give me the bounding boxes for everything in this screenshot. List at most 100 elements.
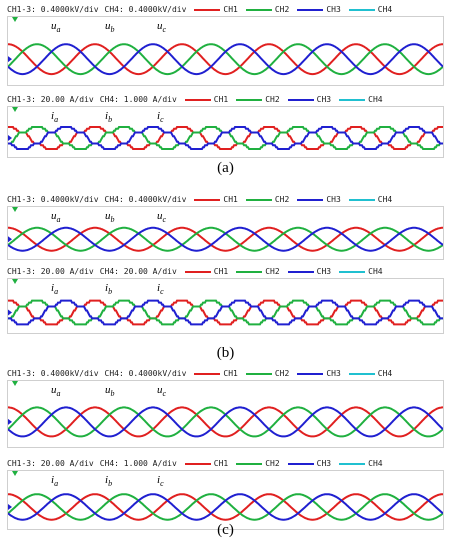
phase-label-base: i	[157, 282, 160, 294]
phase-label: ub	[105, 210, 115, 224]
phase-label-sub: c	[163, 389, 167, 398]
scope-header: CH1-3: 20.00 A/div CH4: 1.000 A/div CH1 CH2…	[7, 458, 383, 470]
phase-label: ic	[157, 474, 164, 488]
phase-label: uc	[157, 20, 167, 34]
trigger-marker	[12, 471, 18, 476]
legend-swatch	[287, 270, 314, 273]
legend-swatch	[297, 372, 324, 375]
phase-label-base: i	[105, 282, 108, 294]
series-line-ch3	[7, 226, 444, 252]
phase-label-base: u	[157, 20, 163, 32]
legend-swatch	[245, 8, 272, 11]
scale-right-text: CH4: 0.4000kV/div	[104, 369, 187, 378]
phase-label: ia	[51, 282, 58, 296]
series-line-ch1	[8, 226, 443, 252]
phase-label: ua	[51, 20, 61, 34]
scale-left-text: CH1-3: 0.4000kV/div	[7, 369, 99, 378]
phase-label: ia	[51, 110, 58, 124]
series-line-ch3	[7, 43, 444, 76]
legend-label: CH1	[213, 267, 229, 276]
scale-left-text: CH1-3: 20.00 A/div	[7, 95, 94, 104]
scope-panel: CH1-3: 0.4000kV/div CH4: 0.4000kV/div CH1 C…	[7, 194, 444, 260]
scale-left-text: CH1-3: 0.4000kV/div	[7, 5, 99, 14]
phase-label: ua	[51, 210, 61, 224]
legend-label: CH1	[213, 95, 229, 104]
phase-label-base: i	[157, 110, 160, 122]
phase-label-sub: a	[54, 115, 58, 124]
phase-label-sub: c	[163, 25, 167, 34]
trigger-marker	[12, 381, 18, 386]
phase-label-base: i	[157, 474, 160, 486]
legend-swatch	[184, 462, 211, 465]
legend-swatch	[236, 270, 263, 273]
phase-label-sub: c	[160, 115, 164, 124]
phase-label-sub: a	[54, 479, 58, 488]
phase-label-sub: c	[160, 287, 164, 296]
phase-label-sub: a	[54, 287, 58, 296]
scale-left-text: CH1-3: 20.00 A/div	[7, 267, 94, 276]
scope-panel: CH1-3: 20.00 A/div CH4: 20.00 A/div CH1 CH2…	[7, 266, 444, 334]
legend-swatch	[194, 8, 221, 11]
phase-label: ua	[51, 384, 61, 398]
scale-right-text: CH4: 20.00 A/div	[99, 267, 177, 276]
phase-label-base: u	[51, 384, 57, 396]
legend-swatch	[245, 198, 272, 201]
phase-label: ib	[105, 474, 112, 488]
waveform-chart: ua ub uc	[7, 17, 444, 76]
phase-label: ub	[105, 20, 115, 34]
scale-right-text: CH4: 1.000 A/div	[99, 459, 177, 468]
phase-label-base: u	[105, 384, 111, 396]
waveform-chart: ua ub u c	[7, 207, 444, 252]
level-marker	[8, 309, 12, 316]
waveform-chart: ia ib ic	[7, 471, 444, 521]
plot-area: ua ub u c	[7, 206, 444, 260]
phase-label-base: i	[105, 474, 108, 486]
level-marker	[8, 135, 12, 141]
waveform-chart: ia ib ic	[8, 279, 443, 326]
plot-area: ia ib ic	[7, 470, 444, 530]
legend-label: CH4	[377, 369, 393, 378]
phase-label-sub: b	[111, 215, 115, 224]
figure-caption: (b)	[216, 345, 235, 361]
phase-label: ia	[51, 474, 58, 488]
trigger-marker	[12, 207, 18, 212]
figure-caption: (c)	[217, 522, 234, 538]
legend-swatch	[297, 8, 324, 11]
legend-swatch	[194, 198, 221, 201]
legend-swatch	[339, 462, 366, 465]
legend-label: CH3	[316, 267, 332, 276]
scope-header: CH1-3: 0.4000kV/div CH4: 0.4000kV/div CH1 C…	[7, 4, 392, 16]
phase-label-base: u	[105, 20, 111, 32]
legend-label: CH2	[274, 369, 290, 378]
series-line-ch3	[8, 299, 443, 326]
phase-label-sub: b	[108, 479, 112, 488]
series-line-ch3	[8, 126, 443, 150]
legend-label: CH3	[326, 5, 341, 14]
phase-label-base: u	[51, 210, 57, 222]
legend-swatch	[297, 198, 324, 201]
plot-area: ua ub uc	[7, 16, 444, 86]
legend-label: CH1	[223, 369, 238, 378]
phase-label: ib	[105, 282, 112, 296]
legend-swatch	[339, 270, 366, 273]
scope-header: CH1-3: 0.4000kV/div CH4: 0.4000kV/div CH1 C…	[7, 368, 392, 380]
trigger-marker	[12, 17, 18, 22]
phase-label-sub: b	[111, 25, 115, 34]
scale-right-text: CH4: 1.000 A/div	[99, 95, 177, 104]
legend-label: CH1	[223, 195, 238, 204]
phase-label-base: i	[51, 474, 54, 486]
phase-label-sub: c	[160, 479, 164, 488]
legend-swatch	[236, 462, 263, 465]
level-marker	[8, 56, 12, 63]
plot-area: ia ib ic	[7, 278, 444, 334]
legend-label: CH4	[377, 5, 393, 14]
legend-label: CH1	[223, 5, 238, 14]
legend-swatch	[287, 98, 314, 101]
legend-label: CH2	[274, 195, 290, 204]
phase-label: ub	[105, 384, 115, 398]
scope-panel: CH1-3: 0.4000kV/div CH4: 0.4000kV/div CH1 C…	[7, 4, 444, 86]
figure-caption: (a)	[217, 160, 234, 176]
phase-label-sub: c	[163, 215, 167, 224]
phase-label-base: u	[157, 384, 163, 396]
legend-label: CH2	[265, 459, 280, 468]
